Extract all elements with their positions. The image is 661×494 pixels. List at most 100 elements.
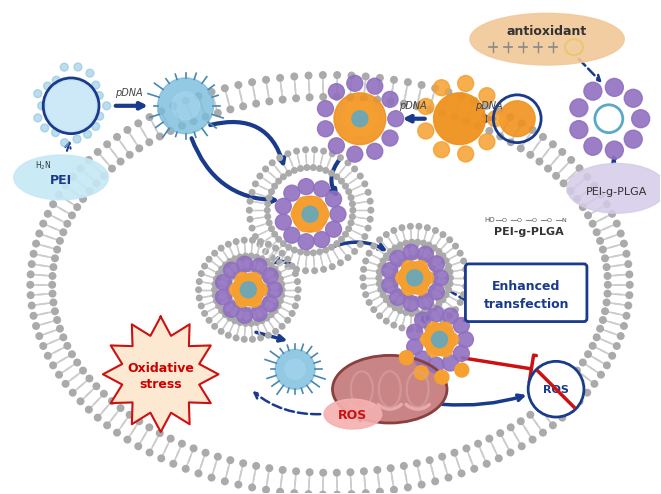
Circle shape <box>441 291 446 296</box>
Circle shape <box>539 429 547 437</box>
Circle shape <box>349 213 356 220</box>
Circle shape <box>496 429 504 437</box>
Circle shape <box>404 78 412 86</box>
Circle shape <box>297 197 311 211</box>
Circle shape <box>73 135 81 143</box>
Circle shape <box>529 436 537 444</box>
Circle shape <box>268 311 275 318</box>
Circle shape <box>450 113 459 121</box>
Circle shape <box>479 88 495 104</box>
Circle shape <box>49 200 57 208</box>
Circle shape <box>202 449 210 456</box>
Circle shape <box>418 98 434 115</box>
Circle shape <box>284 317 291 324</box>
Circle shape <box>278 281 286 288</box>
Circle shape <box>367 78 383 94</box>
Circle shape <box>395 288 401 293</box>
Circle shape <box>408 295 414 301</box>
Circle shape <box>414 260 428 275</box>
Circle shape <box>359 101 373 116</box>
Circle shape <box>603 289 611 297</box>
Circle shape <box>247 273 261 287</box>
Circle shape <box>32 322 40 330</box>
Circle shape <box>221 477 229 485</box>
Circle shape <box>518 120 525 127</box>
Circle shape <box>248 78 256 86</box>
Circle shape <box>276 199 292 214</box>
Circle shape <box>44 82 52 90</box>
Circle shape <box>625 291 633 299</box>
Circle shape <box>249 189 256 196</box>
Circle shape <box>390 250 406 266</box>
Circle shape <box>382 91 398 107</box>
Circle shape <box>265 332 272 339</box>
Circle shape <box>290 489 298 494</box>
Circle shape <box>77 397 85 405</box>
Circle shape <box>438 343 453 357</box>
Circle shape <box>413 102 421 110</box>
Circle shape <box>436 301 442 308</box>
Circle shape <box>85 374 93 382</box>
Circle shape <box>447 268 453 276</box>
Circle shape <box>407 326 414 333</box>
Circle shape <box>362 180 368 187</box>
Circle shape <box>225 312 231 317</box>
Circle shape <box>399 259 404 264</box>
Circle shape <box>387 248 394 255</box>
Circle shape <box>603 272 611 280</box>
Circle shape <box>182 465 190 473</box>
Circle shape <box>379 257 387 264</box>
Circle shape <box>305 93 313 101</box>
Circle shape <box>237 319 243 326</box>
Circle shape <box>229 283 243 297</box>
Circle shape <box>242 267 247 273</box>
Circle shape <box>414 239 421 246</box>
Circle shape <box>60 63 68 71</box>
Text: O: O <box>517 218 522 223</box>
Text: pDNA: pDNA <box>475 101 503 111</box>
Circle shape <box>367 198 373 205</box>
Circle shape <box>398 305 403 310</box>
Circle shape <box>68 350 76 358</box>
Circle shape <box>253 283 267 297</box>
Circle shape <box>278 292 286 299</box>
Circle shape <box>309 197 323 211</box>
Circle shape <box>208 88 215 96</box>
Circle shape <box>348 72 356 80</box>
Circle shape <box>28 260 36 268</box>
Circle shape <box>408 310 415 317</box>
Circle shape <box>156 132 164 140</box>
Circle shape <box>202 113 210 121</box>
Circle shape <box>249 225 256 232</box>
Circle shape <box>596 237 604 245</box>
Circle shape <box>196 278 203 285</box>
Circle shape <box>432 270 449 286</box>
Circle shape <box>428 306 444 322</box>
Circle shape <box>237 305 243 311</box>
Circle shape <box>593 228 601 236</box>
Circle shape <box>201 263 208 270</box>
Circle shape <box>28 301 36 309</box>
Circle shape <box>50 298 58 306</box>
Circle shape <box>73 203 81 211</box>
Circle shape <box>310 164 317 171</box>
Circle shape <box>256 241 263 248</box>
Circle shape <box>206 256 213 263</box>
Circle shape <box>310 249 317 256</box>
Circle shape <box>388 111 404 126</box>
Circle shape <box>218 307 225 314</box>
Circle shape <box>362 489 369 494</box>
Circle shape <box>362 291 369 298</box>
Circle shape <box>194 469 202 477</box>
Circle shape <box>269 254 276 261</box>
Text: O: O <box>531 218 537 223</box>
Circle shape <box>276 259 283 266</box>
Text: N: N <box>562 218 566 223</box>
Circle shape <box>237 269 243 275</box>
Circle shape <box>226 105 235 114</box>
Circle shape <box>219 306 225 311</box>
Circle shape <box>460 291 467 298</box>
Circle shape <box>255 317 261 323</box>
Circle shape <box>237 256 253 272</box>
Circle shape <box>92 81 100 89</box>
